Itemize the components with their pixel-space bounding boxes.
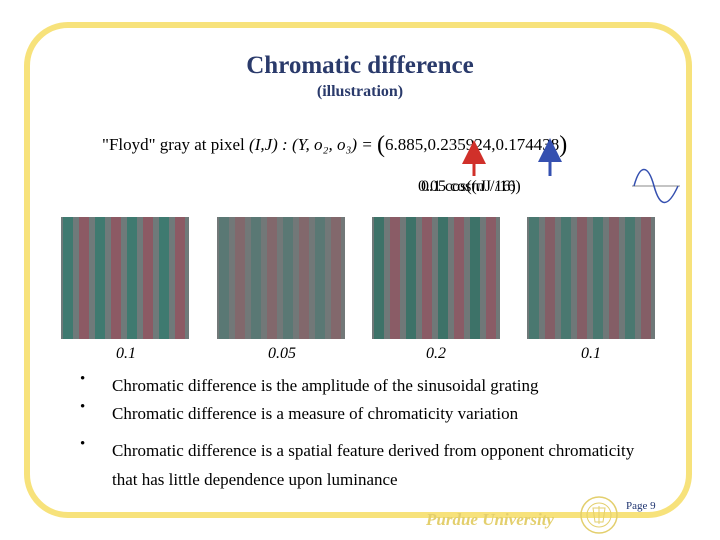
university-name: Purdue University	[426, 510, 554, 529]
sine-wave-icon	[632, 168, 680, 204]
university-seal-icon	[580, 496, 618, 534]
cos-label-b: 0.1 cos(πJ /16)	[421, 178, 516, 195]
formula-pixel: (I,J) :	[249, 135, 288, 154]
cos-label-a: 0.05 cos(πJ /16)	[418, 178, 521, 195]
grating-1-amplitude: 0.1	[116, 345, 136, 362]
slide-frame	[24, 22, 692, 518]
bullet-text: Chromatic difference is a measure of chr…	[112, 404, 519, 423]
grating-2	[217, 217, 345, 339]
formula-close-paren: )	[559, 132, 568, 158]
slide-subtitle: (illustration)	[316, 83, 404, 100]
formula: "Floyd" gray at pixel (I,J) : (Y, o₂, o₃…	[102, 132, 567, 159]
grating-1	[61, 217, 189, 339]
bullet-dot: •	[80, 399, 86, 415]
grating-4-amplitude: 0.1	[581, 345, 601, 362]
formula-vector: (Y, o₂, o₃) =	[291, 135, 373, 154]
bullet-text: Chromatic difference is the amplitude of…	[112, 376, 539, 395]
formula-open-paren: (	[377, 132, 385, 158]
bullet-text: Chromatic difference is a spatial featur…	[112, 441, 635, 489]
grating-3	[372, 217, 500, 339]
formula-prefix: "Floyd" gray at pixel	[102, 135, 250, 154]
bullet-dot: •	[80, 436, 86, 452]
bullet-dot: •	[80, 371, 86, 387]
page-number: Page 9	[626, 500, 656, 512]
grating-3-amplitude: 0.2	[426, 345, 446, 362]
slide-title: Chromatic difference	[246, 52, 474, 79]
grating-4	[527, 217, 655, 339]
grating-2-amplitude: 0.05	[268, 345, 296, 362]
